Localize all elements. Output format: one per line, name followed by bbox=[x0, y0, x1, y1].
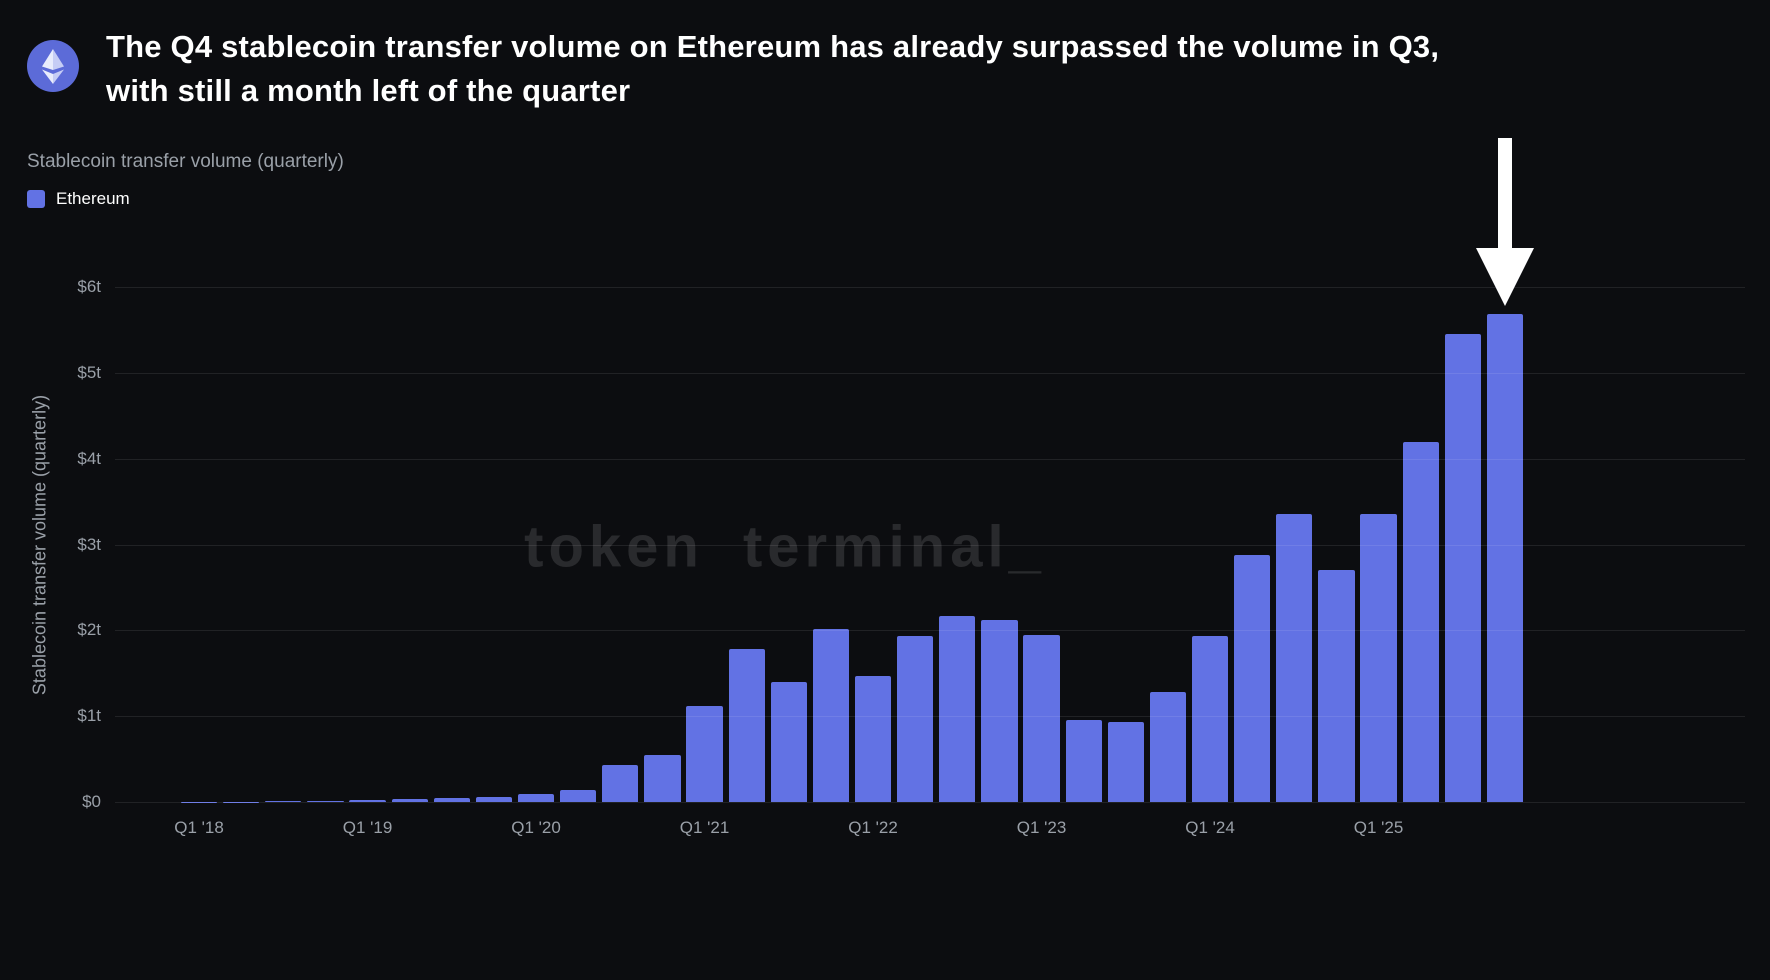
x-axis-tick-label: Q1 '19 bbox=[342, 818, 393, 837]
bar-q1--24[interactable] bbox=[1191, 636, 1229, 802]
bar-q4--22[interactable] bbox=[981, 620, 1018, 802]
bar-q2--19[interactable] bbox=[391, 799, 428, 802]
bar-q3--24[interactable] bbox=[1276, 514, 1313, 802]
bar-slot bbox=[936, 287, 978, 802]
bar-q2--25[interactable] bbox=[1402, 441, 1439, 802]
bar-slot bbox=[473, 287, 515, 802]
bar-q3--22[interactable] bbox=[939, 615, 976, 802]
bar-q4--24[interactable] bbox=[1318, 570, 1355, 802]
bar-slot bbox=[1231, 287, 1273, 802]
bar-q1--22[interactable] bbox=[854, 675, 892, 802]
bar-slot bbox=[1147, 287, 1189, 802]
bar-q3--21[interactable] bbox=[770, 681, 807, 802]
bar-q1--25[interactable] bbox=[1360, 514, 1397, 802]
bar-slot bbox=[852, 287, 894, 802]
y-axis-tick-label: $6t bbox=[77, 277, 101, 296]
bar-slot bbox=[304, 287, 346, 802]
x-axis-tick-label: Q1 '23 bbox=[1016, 818, 1067, 837]
bar-slot bbox=[1063, 287, 1105, 802]
bar-q1--21[interactable] bbox=[686, 705, 723, 802]
bar-q4--21[interactable] bbox=[812, 629, 850, 802]
bar-slot bbox=[389, 287, 431, 802]
bar-q4--20[interactable] bbox=[644, 754, 681, 802]
bar-q2--23[interactable] bbox=[1065, 720, 1102, 802]
bar-slot bbox=[1484, 287, 1526, 802]
y-axis-tick-label: $2t bbox=[77, 620, 101, 640]
y-axis-tick-label: $0 bbox=[82, 792, 101, 811]
bar-slot bbox=[768, 287, 810, 802]
y-axis-tick-label: $5t bbox=[77, 362, 101, 382]
gridline bbox=[115, 630, 1745, 632]
x-axis-tick-label: Q1 '22 bbox=[848, 818, 898, 837]
legend-swatch bbox=[27, 190, 45, 208]
bar-slot bbox=[1189, 287, 1231, 802]
bar-slot bbox=[810, 287, 852, 802]
bar-slot bbox=[1021, 287, 1063, 802]
y-axis-title: Stablecoin transfer volume (quarterly) bbox=[29, 394, 50, 696]
gridline bbox=[115, 544, 1745, 546]
bar-q3--23[interactable] bbox=[1107, 722, 1144, 802]
bar-slot bbox=[178, 287, 220, 802]
bar-q1--20[interactable] bbox=[517, 794, 555, 802]
gridline bbox=[115, 802, 1745, 803]
y-axis-tick-label: $4t bbox=[77, 448, 101, 468]
gridline bbox=[115, 287, 1745, 288]
bar-slot bbox=[641, 287, 683, 802]
bar-slot bbox=[978, 287, 1020, 802]
bar-q4--18[interactable] bbox=[307, 801, 344, 802]
gridline bbox=[115, 372, 1745, 374]
ethereum-logo-icon bbox=[27, 40, 79, 92]
gridline bbox=[115, 716, 1745, 718]
chart-subtitle: Stablecoin transfer volume (quarterly) bbox=[27, 151, 344, 172]
gridline bbox=[115, 458, 1745, 460]
bar-slot bbox=[1273, 287, 1315, 802]
bar-q4--23[interactable] bbox=[1149, 692, 1187, 802]
bar-slot bbox=[726, 287, 768, 802]
bar-slot bbox=[1442, 287, 1484, 802]
bar-q3--20[interactable] bbox=[602, 765, 639, 802]
bar-q4--25[interactable] bbox=[1486, 314, 1524, 802]
page-title: The Q4 stablecoin transfer volume on Eth… bbox=[106, 29, 1440, 108]
bar-slot bbox=[599, 287, 641, 802]
bar-q3--25[interactable] bbox=[1444, 334, 1481, 802]
bar-slot bbox=[1358, 287, 1400, 802]
bar-q1--23[interactable] bbox=[1023, 634, 1060, 802]
down-arrow-annotation bbox=[1475, 138, 1535, 311]
bar-q4--19[interactable] bbox=[475, 796, 513, 802]
bar-slot bbox=[1105, 287, 1147, 802]
bar-q1--19[interactable] bbox=[349, 800, 386, 802]
x-axis-tick-label: Q1 '18 bbox=[174, 818, 224, 837]
bars: Q1 '18 Q1 '19 Q1 '20 Q1 '21 Q1 '22 Q1 '23 Q1 '… bbox=[174, 287, 1526, 837]
bar-slot bbox=[220, 287, 262, 802]
bar-slot bbox=[684, 287, 726, 802]
watermark: token terminal_ bbox=[524, 514, 1046, 580]
bar-q2--21[interactable] bbox=[728, 649, 765, 802]
bar-slot bbox=[1315, 287, 1357, 802]
x-axis-tick-label: Q1 '21 bbox=[679, 818, 730, 837]
y-axis-tick-label: $1t bbox=[77, 706, 101, 726]
bar-q3--18[interactable] bbox=[265, 801, 302, 802]
bar-q2--22[interactable] bbox=[897, 636, 934, 802]
bar-slot bbox=[515, 287, 557, 802]
bar-q2--20[interactable] bbox=[560, 789, 597, 802]
y-axis-tick-label: $3t bbox=[77, 534, 101, 554]
plot-area: Q1 '18 Q1 '19 Q1 '20 Q1 '21 Q1 '22 Q1 '23 Q1 '… bbox=[77, 277, 1745, 837]
legend-item-ethereum[interactable]: Ethereum bbox=[27, 189, 130, 209]
legend-label: Ethereum bbox=[56, 189, 130, 208]
bar-slot bbox=[894, 287, 936, 802]
bar-q3--19[interactable] bbox=[433, 797, 470, 802]
x-axis-tick-label: Q1 '24 bbox=[1185, 818, 1235, 837]
x-axis-tick-label: Q1 '25 bbox=[1353, 818, 1404, 837]
bar-slot bbox=[1400, 287, 1442, 802]
x-axis-tick-label: Q1 '20 bbox=[511, 818, 561, 837]
bar-slot bbox=[262, 287, 304, 802]
bar-slot bbox=[347, 287, 389, 802]
bar-q2--24[interactable] bbox=[1234, 554, 1271, 802]
bar-slot bbox=[557, 287, 599, 802]
bar-slot bbox=[431, 287, 473, 802]
